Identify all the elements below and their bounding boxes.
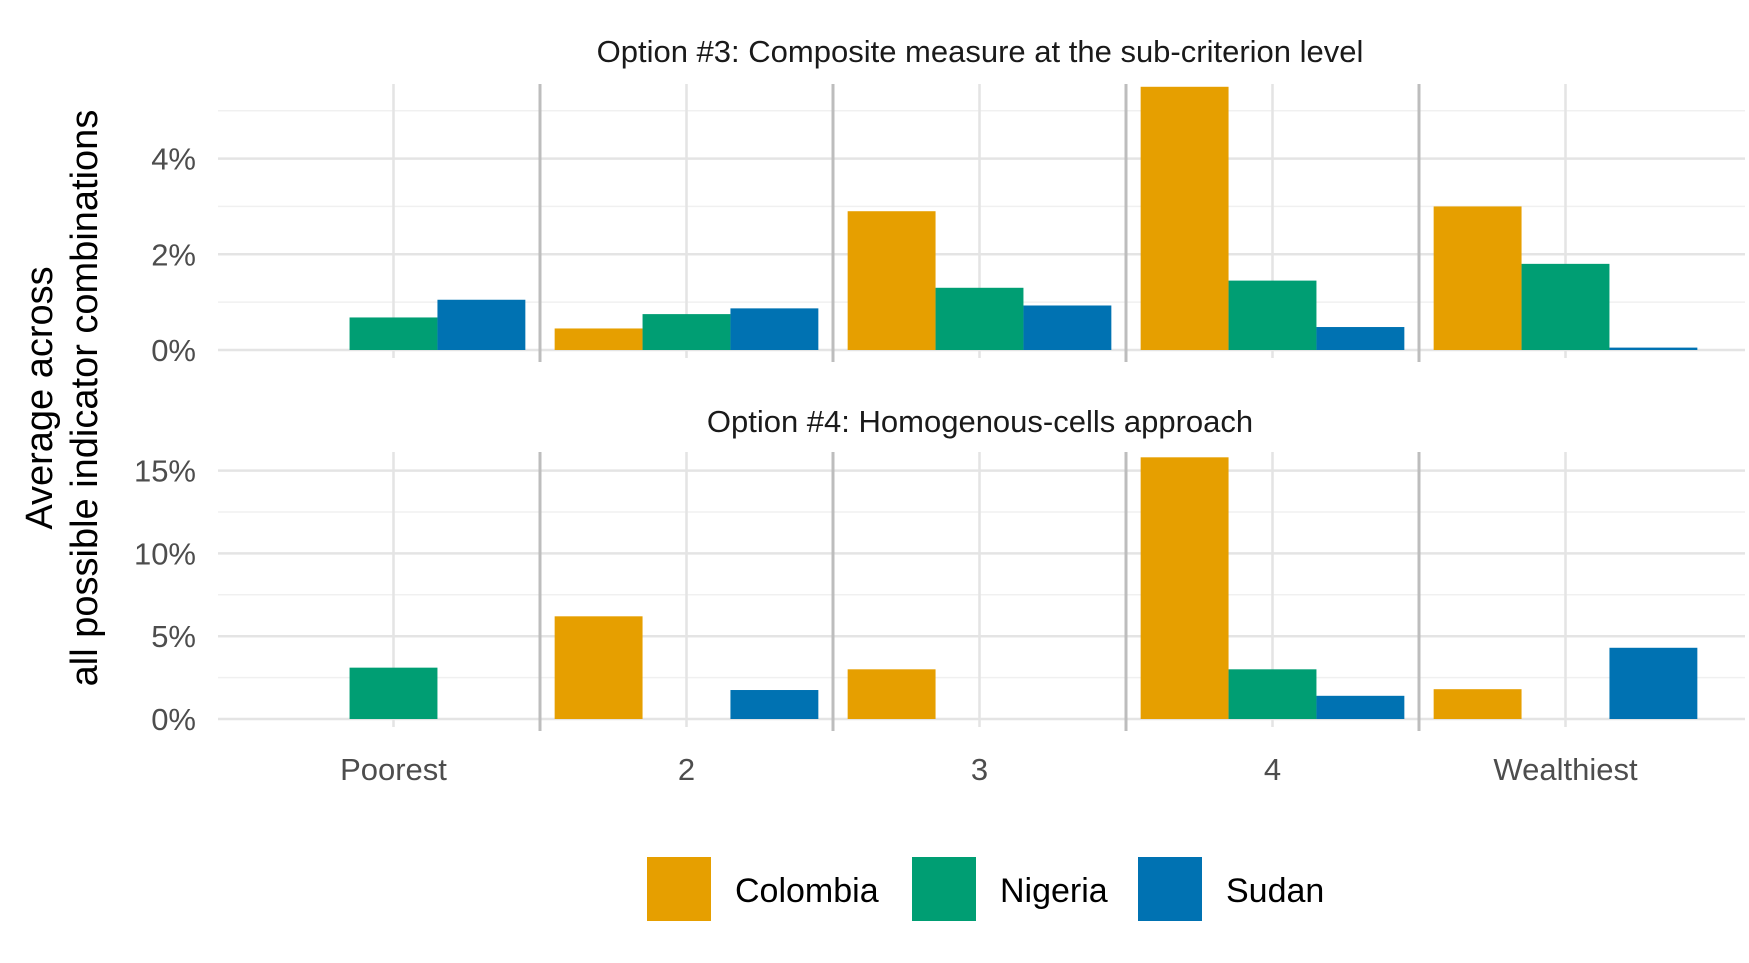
bar-nigeria-3	[935, 287, 1024, 350]
x-tick-label: Poorest	[340, 752, 447, 787]
bar-colombia-2	[554, 616, 643, 719]
bar-sudan-wealthiest	[1609, 347, 1698, 350]
y-tick-label: 0%	[151, 333, 196, 368]
x-axis-tick-labels: Poorest 2 3 4 Wealthiest	[340, 752, 1638, 787]
y-tick-label: 15%	[134, 454, 196, 489]
y-axis-title-line-1: Average across	[19, 266, 61, 529]
bar-sudan-poorest	[437, 299, 526, 350]
x-tick-label: 3	[971, 752, 988, 787]
legend-item-nigeria: Nigeria	[912, 857, 1108, 921]
x-tick-label: Wealthiest	[1493, 752, 1638, 787]
panel-2: 0% 5% 10% 15% Option #4: Homogenous-cells ap…	[134, 404, 1745, 737]
bar-sudan-4	[1316, 327, 1405, 350]
bar-nigeria-4	[1228, 669, 1317, 719]
bar-colombia-3	[847, 211, 936, 350]
legend-label: Nigeria	[1000, 872, 1108, 910]
bar-sudan-2	[730, 690, 819, 719]
panel-title: Option #4: Homogenous-cells approach	[707, 404, 1253, 439]
bar-nigeria-wealthiest	[1521, 263, 1610, 350]
chart-panels: 0% 2% 4% Option #3: Composite measure at th…	[134, 34, 1745, 737]
bar-sudan-2	[730, 308, 819, 350]
legend-swatch	[1138, 857, 1202, 921]
legend-swatch	[647, 857, 711, 921]
y-tick-label: 5%	[151, 619, 196, 654]
y-axis-title-line-2: all possible indicator combinations	[64, 110, 106, 687]
legend-item-sudan: Sudan	[1138, 857, 1324, 921]
bar-nigeria-poorest	[349, 667, 438, 719]
legend-item-colombia: Colombia	[647, 857, 879, 921]
bar-colombia-wealthiest	[1433, 689, 1522, 719]
legend: Colombia Nigeria Sudan	[647, 857, 1324, 921]
x-tick-label: 4	[1264, 752, 1281, 787]
bar-colombia-3	[847, 669, 936, 719]
y-tick-label: 0%	[151, 702, 196, 737]
legend-swatch	[912, 857, 976, 921]
bar-colombia-wealthiest	[1433, 206, 1522, 350]
bar-colombia-4	[1140, 86, 1229, 351]
bar-sudan-3	[1023, 305, 1112, 350]
y-tick-label: 2%	[151, 237, 196, 272]
bar-nigeria-poorest	[349, 317, 438, 350]
bar-sudan-4	[1316, 695, 1405, 719]
panel-1: 0% 2% 4% Option #3: Composite measure at th…	[151, 34, 1745, 368]
bar-sudan-wealthiest	[1609, 647, 1698, 719]
x-tick-label: 2	[678, 752, 695, 787]
bar-nigeria-2	[642, 314, 731, 350]
y-tick-label: 4%	[151, 142, 196, 177]
bar-colombia-2	[554, 328, 643, 350]
bar-nigeria-4	[1228, 280, 1317, 350]
y-tick-label: 10%	[134, 536, 196, 571]
y-axis-title: Average across all possible indicator co…	[19, 110, 106, 687]
bar-colombia-4	[1140, 457, 1229, 719]
legend-label: Sudan	[1226, 872, 1324, 910]
legend-label: Colombia	[735, 872, 879, 910]
panel-title: Option #3: Composite measure at the sub-…	[597, 34, 1364, 69]
